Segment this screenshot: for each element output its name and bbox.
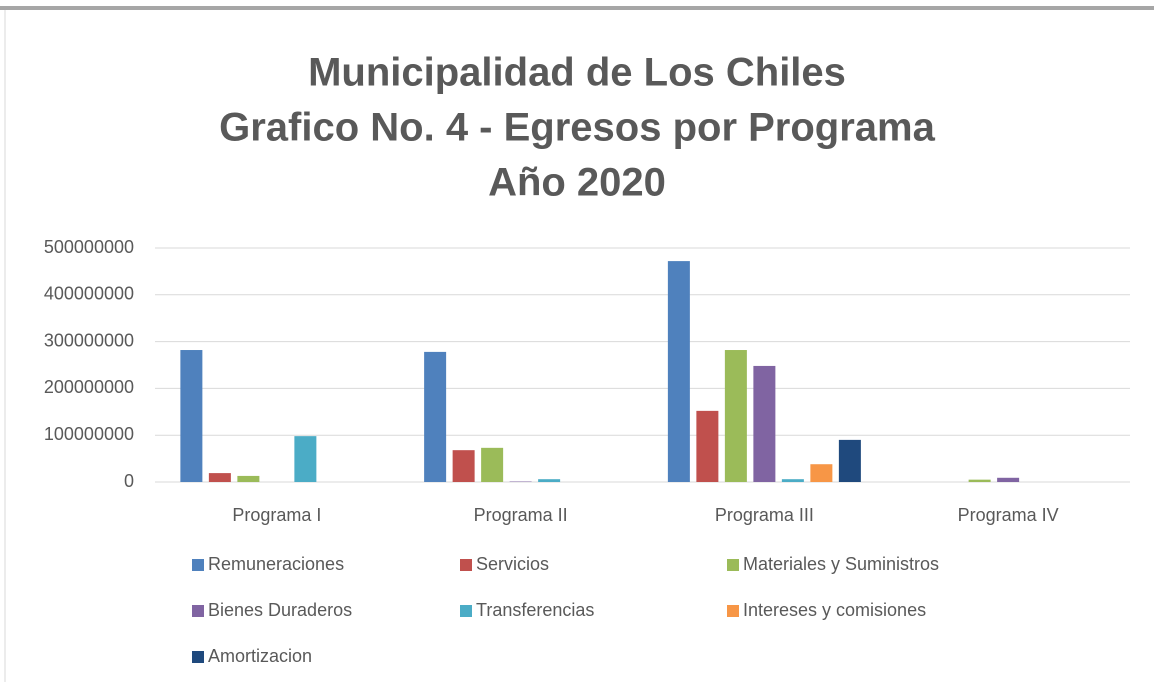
y-tick-label: 0 xyxy=(124,471,134,491)
legend-label: Intereses y comisiones xyxy=(743,600,926,620)
legend-label: Transferencias xyxy=(476,600,594,620)
bar xyxy=(696,410,719,482)
bar xyxy=(838,439,861,482)
chart-title: Grafico No. 4 - Egresos por Programa xyxy=(219,106,935,150)
y-tick-label: 300000000 xyxy=(44,330,134,350)
chart-title: Año 2020 xyxy=(488,161,666,205)
x-tick-label: Programa III xyxy=(715,505,814,525)
bar xyxy=(452,450,475,482)
legend-swatch xyxy=(460,605,472,617)
bar xyxy=(667,261,690,482)
x-tick-label: Programa II xyxy=(474,505,568,525)
bar xyxy=(481,447,504,482)
y-tick-label: 500000000 xyxy=(44,237,134,257)
legend-swatch xyxy=(192,605,204,617)
legend-label: Materiales y Suministros xyxy=(743,554,939,574)
bar xyxy=(724,350,747,482)
y-tick-label: 100000000 xyxy=(44,424,134,444)
bar xyxy=(237,475,260,482)
top-border xyxy=(0,6,1154,10)
legend-label: Servicios xyxy=(476,554,549,574)
legend-swatch xyxy=(460,559,472,571)
legend-label: Remuneraciones xyxy=(208,554,344,574)
bar xyxy=(781,479,804,482)
legend-swatch xyxy=(192,651,204,663)
y-tick-label: 200000000 xyxy=(44,377,134,397)
bar xyxy=(208,473,231,482)
bar xyxy=(538,479,561,482)
bar xyxy=(424,351,447,482)
legend-swatch xyxy=(727,559,739,571)
legend-label: Amortizacion xyxy=(208,646,312,666)
y-tick-label: 400000000 xyxy=(44,284,134,304)
legend-label: Bienes Duraderos xyxy=(208,600,352,620)
bar xyxy=(180,350,203,482)
bar xyxy=(968,479,991,482)
bar xyxy=(810,464,833,482)
legend-swatch xyxy=(727,605,739,617)
x-tick-label: Programa IV xyxy=(958,505,1059,525)
legend-swatch xyxy=(192,559,204,571)
bar xyxy=(997,477,1020,482)
x-tick-label: Programa I xyxy=(232,505,321,525)
bar xyxy=(753,365,776,482)
bar xyxy=(294,436,317,482)
chart-title: Municipalidad de Los Chiles xyxy=(308,51,846,95)
